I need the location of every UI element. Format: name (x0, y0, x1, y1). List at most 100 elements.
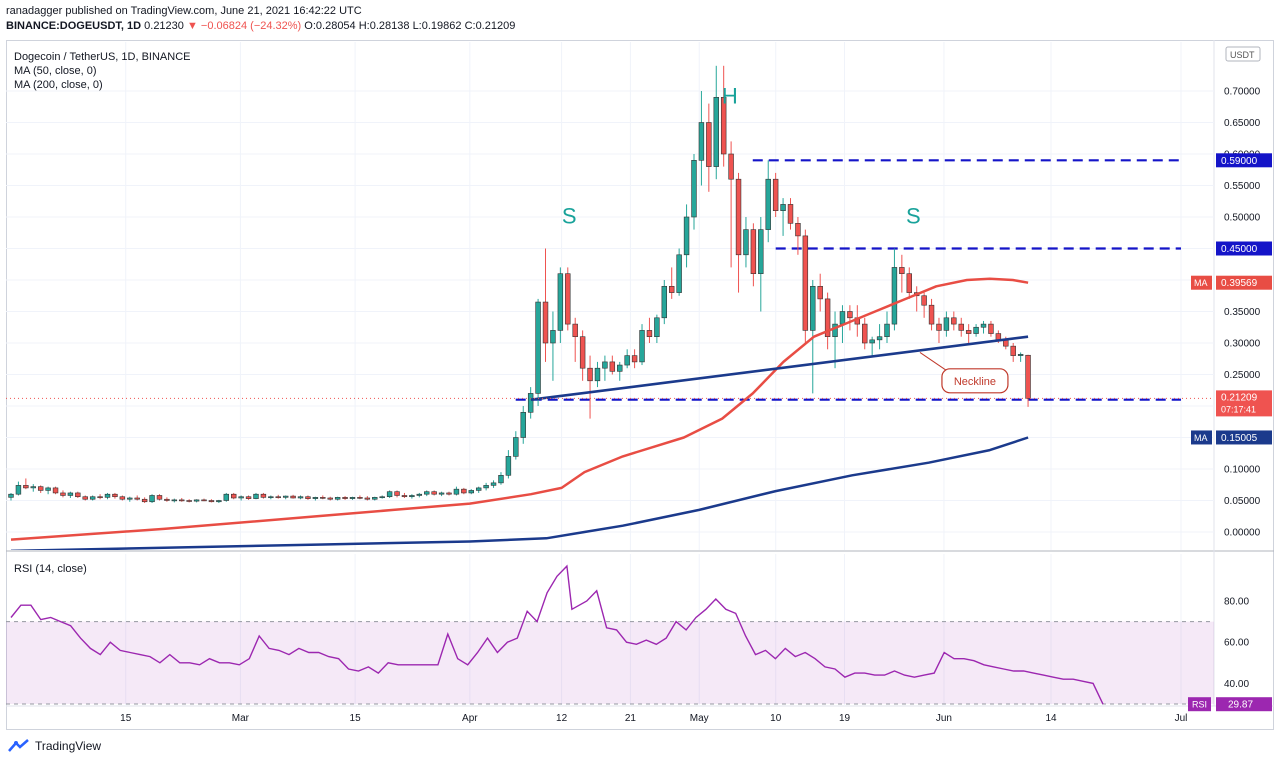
rsi-tick-label: 60.00 (1224, 638, 1249, 649)
candle-body (15, 485, 22, 495)
candle (245, 495, 252, 500)
candle (639, 324, 645, 366)
candle-body (461, 488, 467, 494)
candle-body (179, 499, 185, 502)
candle (876, 324, 883, 350)
candle-body (364, 497, 371, 500)
candle (401, 492, 408, 498)
candle-body (446, 492, 452, 495)
rsi-tick-label: 40.00 (1224, 679, 1249, 690)
candle (750, 223, 757, 287)
candle (97, 494, 103, 500)
candle (654, 314, 660, 343)
candle-body (60, 492, 66, 496)
price-tick-label: 0.70000 (1224, 87, 1261, 98)
candle (802, 229, 809, 343)
candle (282, 495, 289, 500)
candle (431, 490, 437, 496)
price-tick-label: 0.65000 (1224, 118, 1261, 129)
chart-title: Dogecoin / TetherUS, 1D, BINANCE (14, 51, 191, 63)
candle-body (475, 487, 482, 491)
time-tick-label: 15 (120, 713, 132, 724)
candle (594, 361, 601, 388)
candle (572, 317, 578, 362)
candle (179, 497, 185, 502)
candle (186, 499, 192, 503)
candle (513, 431, 519, 460)
candle (15, 481, 22, 496)
candle-body (906, 273, 912, 293)
candle-body (928, 304, 935, 325)
candle-body (468, 490, 474, 494)
candle (216, 499, 222, 504)
candle-body (713, 97, 719, 167)
candle-body (936, 323, 942, 331)
candle (8, 492, 14, 501)
candle (669, 267, 675, 299)
level-tag-text: 0.45000 (1221, 244, 1258, 255)
candle (765, 160, 771, 243)
time-tick-label: 10 (770, 713, 782, 724)
candle-body (698, 122, 705, 161)
candle (676, 248, 682, 296)
candle-body (676, 254, 682, 293)
candle (461, 487, 467, 495)
candle-body (720, 97, 727, 155)
candle-body (231, 493, 237, 499)
candle (913, 286, 920, 312)
candle (231, 492, 237, 500)
candle-body (268, 496, 274, 499)
legend-ma50[interactable]: MA (50, close, 0) (14, 65, 97, 77)
publish-info: ranadagger published on TradingView.com,… (6, 5, 362, 17)
candle (743, 217, 749, 268)
candle-body (772, 178, 779, 211)
legend-rsi[interactable]: RSI (14, close) (14, 563, 87, 575)
candle (75, 491, 81, 498)
last-price-tag-bg (1216, 390, 1272, 417)
candle-body (624, 355, 630, 366)
candle-body (1017, 354, 1024, 356)
candle-body (312, 497, 319, 499)
candle-body (52, 487, 59, 494)
candle-body (245, 496, 252, 499)
down-arrow-icon: ▼ (186, 20, 198, 32)
symbol[interactable]: BINANCE:DOGEUSDT, 1D (6, 20, 142, 32)
candle (394, 490, 400, 498)
ma50-tag-text: 0.39569 (1221, 278, 1258, 289)
candle-body (37, 486, 44, 491)
candle (706, 103, 712, 192)
candle-body (409, 495, 415, 498)
candle (60, 490, 66, 498)
legend-ma200[interactable]: MA (200, close, 0) (14, 79, 103, 91)
candle (238, 495, 244, 501)
candle (579, 330, 586, 381)
candle (631, 349, 638, 369)
price-tick-label: 0.00000 (1224, 528, 1261, 539)
candle-body (973, 326, 979, 334)
candle-body (795, 223, 801, 237)
candle (82, 495, 88, 501)
candle-body (372, 497, 378, 500)
price-tick-label: 0.50000 (1224, 213, 1261, 224)
candle (624, 349, 630, 369)
last-price: 0.21230 (144, 20, 184, 32)
candle-body (483, 485, 489, 489)
callout-pointer (919, 352, 951, 374)
chart-legend: Dogecoin / TetherUS, 1D, BINANCE MA (50,… (14, 50, 190, 92)
candle-body (654, 317, 660, 337)
candle-body (557, 273, 564, 331)
candle (305, 495, 311, 500)
price-change: −0.06824 (−24.32%) (200, 20, 302, 32)
candle-body (238, 496, 244, 499)
quote-line: BINANCE:DOGEUSDT, 1D 0.21230 ▼ −0.06824 … (6, 19, 515, 33)
candle-body (683, 216, 690, 256)
candle (683, 204, 690, 268)
candle-body (438, 492, 445, 495)
candle-body (134, 497, 140, 500)
candle (23, 478, 29, 490)
neckline-trendline (530, 335, 1029, 401)
candle-body (193, 499, 200, 502)
candle (943, 311, 950, 337)
candle-body (127, 497, 133, 500)
